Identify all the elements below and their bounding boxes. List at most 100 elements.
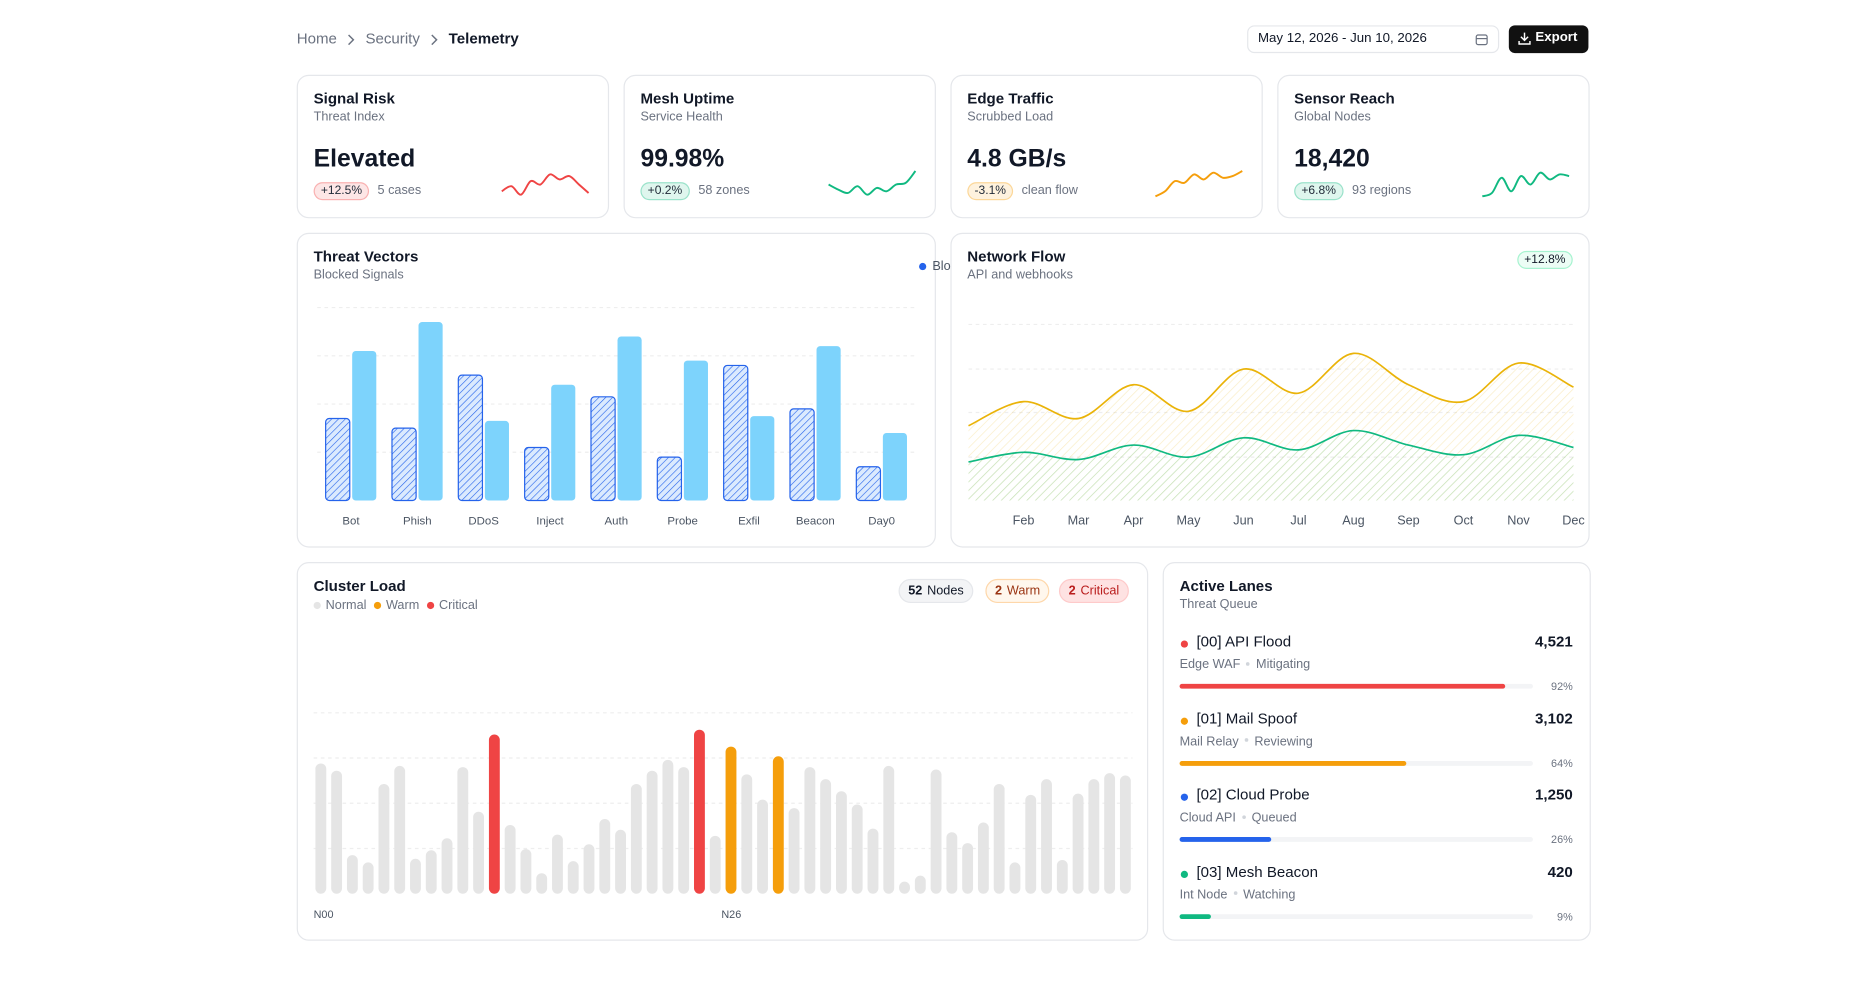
bar xyxy=(946,832,958,894)
card-subtitle: Threat Index xyxy=(313,109,385,125)
progress-label: 9% xyxy=(1557,910,1573,923)
card-title: Edge Traffic xyxy=(967,90,1054,108)
bar xyxy=(1056,859,1068,894)
x-tick-label: Day0 xyxy=(868,516,895,528)
bar xyxy=(1119,775,1131,894)
kpi-delta: +0.2% xyxy=(640,182,690,201)
kpi-note: 58 zones xyxy=(698,183,750,198)
bar xyxy=(646,770,658,894)
bar xyxy=(352,350,377,501)
export-button[interactable]: Export xyxy=(1508,25,1589,54)
line xyxy=(968,352,1574,427)
bar xyxy=(772,756,784,894)
progress-track xyxy=(1179,760,1533,766)
status-dot xyxy=(1180,717,1189,725)
card-title: Active Lanes xyxy=(1179,577,1273,595)
lane-source: Cloud API xyxy=(1179,810,1236,825)
bar xyxy=(1041,779,1052,894)
bar xyxy=(1009,862,1021,894)
bar xyxy=(362,862,374,894)
bar xyxy=(930,769,942,894)
breadcrumb-chevron xyxy=(431,34,438,46)
kpi-note: 5 cases xyxy=(377,183,422,198)
kpi-note: clean flow xyxy=(1021,183,1078,198)
legend-dot xyxy=(313,601,321,610)
progress-fill xyxy=(1179,913,1212,919)
bar xyxy=(1104,773,1116,894)
lane-source: Mail Relay xyxy=(1179,733,1239,749)
lane-source: Edge WAF xyxy=(1179,657,1241,672)
bar xyxy=(993,783,1005,894)
breadcrumb-item[interactable]: Security xyxy=(365,30,420,48)
breadcrumb-item[interactable]: Home xyxy=(296,30,337,48)
x-tick-label: Dec xyxy=(1562,514,1585,528)
x-tick-label: N26 xyxy=(721,909,741,921)
bar xyxy=(851,804,863,894)
kpi-delta: -3.1% xyxy=(967,182,1014,201)
legend-dot xyxy=(919,262,927,271)
count-badge: 2 Critical xyxy=(1058,578,1129,604)
legend-label: Warm xyxy=(385,598,420,613)
kpi-delta: +6.8% xyxy=(1294,182,1344,201)
lane-name: [00] API Flood xyxy=(1196,633,1292,651)
bar xyxy=(567,861,579,894)
progress-fill xyxy=(1179,683,1505,689)
x-tick-label: Mar xyxy=(1068,514,1090,528)
status-dot xyxy=(1180,640,1189,648)
kpi-value: Elevated xyxy=(313,144,416,173)
breadcrumb-chevron xyxy=(348,34,355,46)
card-title: Threat Vectors xyxy=(313,248,419,266)
bar xyxy=(484,420,509,501)
sparkline xyxy=(828,170,917,196)
bar xyxy=(725,746,737,894)
legend-item: Normal xyxy=(313,598,366,613)
chevron xyxy=(431,34,438,46)
bar xyxy=(418,322,443,501)
count-badge: 52 Nodes xyxy=(898,578,974,604)
sparkline xyxy=(1154,170,1243,198)
status-dot xyxy=(1180,793,1189,801)
separator-dot xyxy=(1246,661,1250,666)
bar xyxy=(378,783,390,894)
x-tick-label: May xyxy=(1177,514,1202,528)
bar xyxy=(551,384,576,501)
bar xyxy=(346,855,358,894)
kpi-value: 4.8 GB/s xyxy=(967,144,1067,173)
date-range: May 12, 2026 - Jun 10, 2026 xyxy=(1257,31,1427,46)
x-tick-label: Sep xyxy=(1397,514,1420,528)
date-picker[interactable]: May 12, 2026 - Jun 10, 2026 xyxy=(1247,25,1500,54)
bar xyxy=(315,763,327,894)
legend-item: Critical xyxy=(426,598,478,613)
bar xyxy=(662,759,674,894)
bar xyxy=(899,881,910,894)
card-subtitle: Threat Queue xyxy=(1179,597,1258,612)
sparkline-path xyxy=(501,173,590,196)
line xyxy=(968,429,1574,463)
card-title: Signal Risk xyxy=(313,90,395,108)
lane-status: Queued xyxy=(1251,810,1297,825)
bar xyxy=(590,396,616,502)
bar xyxy=(723,364,749,502)
separator-dot xyxy=(1233,891,1238,896)
badge-label: Nodes xyxy=(927,583,964,599)
bar xyxy=(789,408,815,502)
x-tick-label: Apr xyxy=(1124,514,1144,528)
lane-source: Int Node xyxy=(1179,887,1228,902)
lane-status: Watching xyxy=(1243,887,1296,902)
lane-value: 3,102 xyxy=(1535,709,1573,727)
bar xyxy=(630,783,642,894)
lane-name: [02] Cloud Probe xyxy=(1196,786,1310,804)
sparkline-path xyxy=(828,170,917,196)
lane-value: 1,250 xyxy=(1535,786,1573,804)
bar xyxy=(536,873,548,894)
calendar-icon xyxy=(1475,34,1488,46)
bar xyxy=(520,849,532,894)
cluster-chart: N00 N26 xyxy=(314,712,1133,921)
bar xyxy=(855,466,882,502)
kpi-card: Sensor Reach Global Nodes 18,420 +6.8% 93 re… xyxy=(1277,74,1590,219)
bar xyxy=(488,734,500,894)
bar xyxy=(457,767,469,894)
bar xyxy=(804,767,816,894)
